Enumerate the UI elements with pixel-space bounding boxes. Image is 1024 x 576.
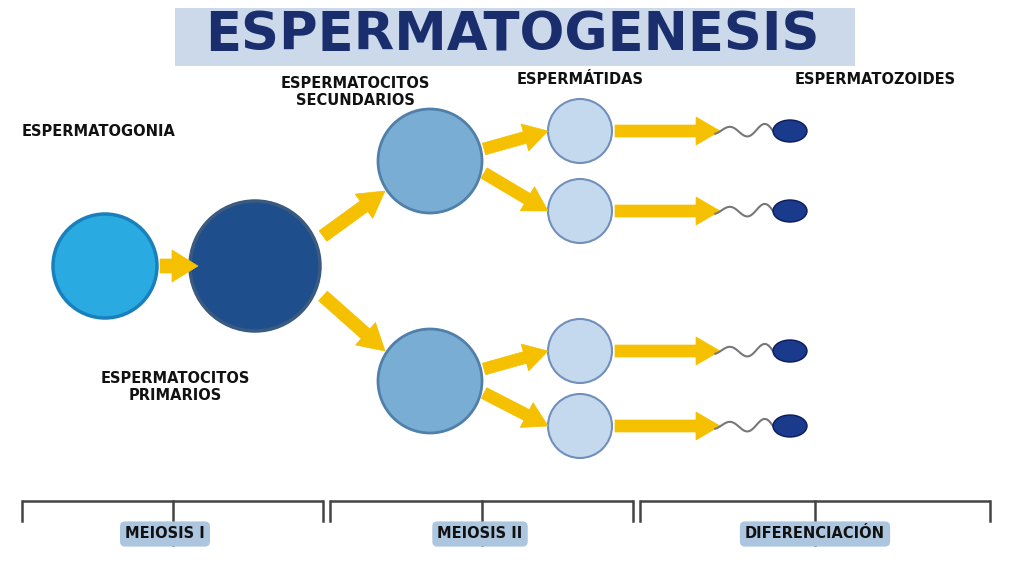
Polygon shape [615,117,720,145]
Polygon shape [615,197,720,225]
Circle shape [548,394,612,458]
Text: MEIOSIS II: MEIOSIS II [437,526,522,541]
Circle shape [378,109,482,213]
Text: DIFERENCIACIÓN: DIFERENCIACIÓN [745,526,885,541]
Polygon shape [615,412,720,440]
Ellipse shape [773,200,807,222]
Text: ESPERMÁTIDAS: ESPERMÁTIDAS [516,71,643,86]
Ellipse shape [773,340,807,362]
Polygon shape [318,291,385,351]
Circle shape [548,319,612,383]
Ellipse shape [773,415,807,437]
Polygon shape [482,124,548,155]
Ellipse shape [773,120,807,142]
Circle shape [190,201,319,331]
Circle shape [548,99,612,163]
Text: ESPERMATOZOIDES: ESPERMATOZOIDES [795,71,955,86]
Polygon shape [319,191,385,241]
Circle shape [53,214,157,318]
Polygon shape [160,250,198,282]
Polygon shape [615,337,720,365]
Text: ESPERMATOCITOS
SECUNDARIOS: ESPERMATOCITOS SECUNDARIOS [281,76,430,108]
Polygon shape [481,388,548,427]
Text: ESPERMATOGENESIS: ESPERMATOGENESIS [205,9,819,61]
Text: ESPERMATOCITOS
PRIMARIOS: ESPERMATOCITOS PRIMARIOS [100,371,250,403]
Polygon shape [481,168,548,211]
Polygon shape [482,344,548,375]
FancyBboxPatch shape [175,8,855,66]
Text: MEIOSIS I: MEIOSIS I [125,526,205,541]
Text: ESPERMATOGONIA: ESPERMATOGONIA [22,123,176,138]
Circle shape [548,179,612,243]
Circle shape [378,329,482,433]
